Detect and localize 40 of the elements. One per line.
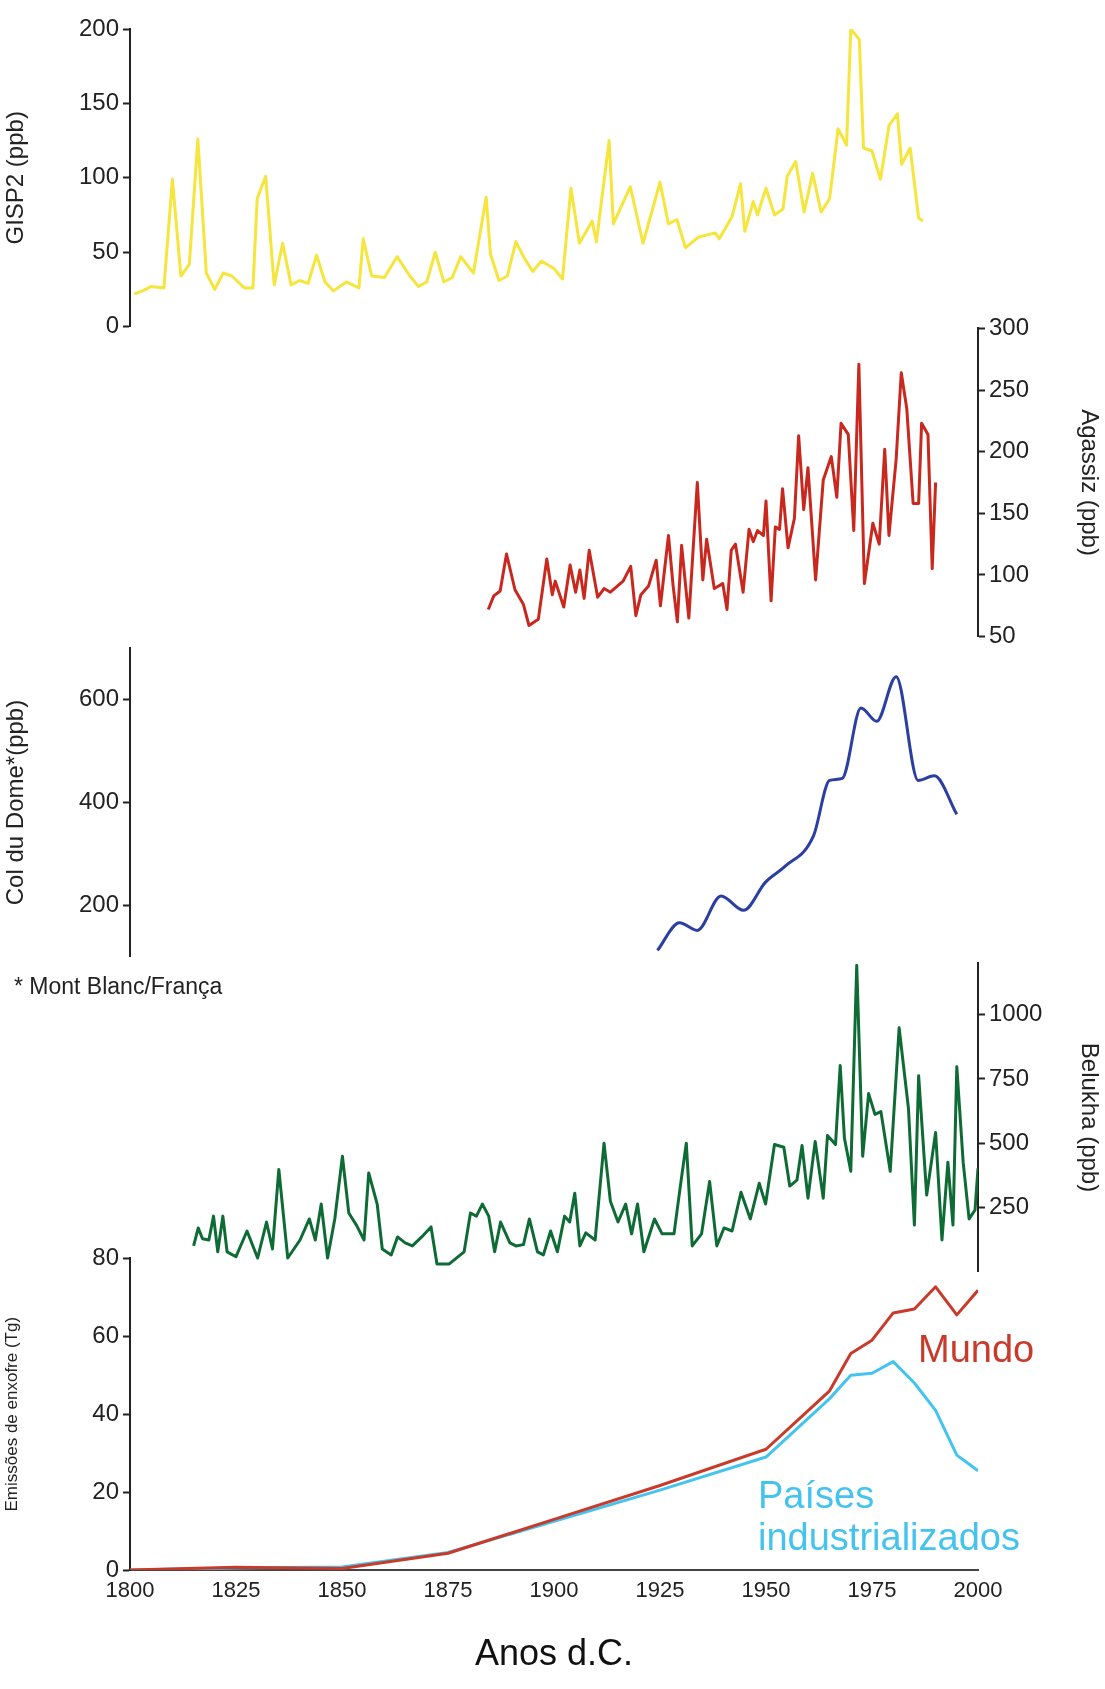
y-tick-label: 50 [92,236,119,264]
y-tick-label: 300 [989,313,1030,341]
y-tick-label: 500 [989,1127,1030,1155]
y-tick-label: 200 [989,436,1030,464]
x-tick-label: 1825 [211,1577,261,1603]
y-tick-label: 80 [92,1243,119,1271]
x-tick-label: 1975 [847,1577,897,1603]
x-tick-label: 1875 [423,1577,473,1603]
y-tick-label: 50 [989,621,1016,649]
y-tick-label: 750 [989,1063,1030,1091]
x-tick-label: 1900 [529,1577,579,1603]
y-tick-label: 60 [92,1320,119,1348]
x-axis-title: Anos d.C. [474,1632,634,1674]
y-tick-label: 1000 [989,999,1043,1027]
y-tick-label: 250 [989,1192,1030,1220]
x-tick-label: 1925 [635,1577,685,1603]
series-label: Países industrializados [758,1474,1021,1559]
y-tick-label: 20 [92,1476,119,1504]
y-tick-label: 0 [105,311,119,339]
x-tick-label: 1950 [741,1577,791,1603]
y-axis-title: Emissões de enxofre (Tg) [1,1316,21,1512]
y-tick-label: 150 [989,497,1030,525]
line-series [655,675,959,952]
series-label: Mundo [918,1328,1035,1371]
y-axis-title: GISP2 (ppb) [1,111,29,245]
x-tick-label: 2000 [953,1577,1003,1603]
x-tick-label: 1850 [317,1577,367,1603]
y-tick-label: 250 [989,374,1030,402]
annotation: * Mont Blanc/França [14,973,223,1000]
y-tick-label: 200 [78,13,119,41]
y-tick-label: 150 [78,88,119,116]
y-tick-label: 600 [78,684,119,712]
y-axis-title: Col du Dome*(ppb) [1,699,29,906]
y-tick-label: 100 [989,559,1030,587]
y-axis-title: Belukha (ppb) [1076,1042,1104,1193]
y-tick-label: 40 [92,1398,119,1426]
y-axis-title: Agassiz (ppb) [1076,409,1104,556]
y-tick-label: 400 [78,787,119,815]
y-tick-label: 100 [78,162,119,190]
y-tick-label: 200 [78,889,119,917]
